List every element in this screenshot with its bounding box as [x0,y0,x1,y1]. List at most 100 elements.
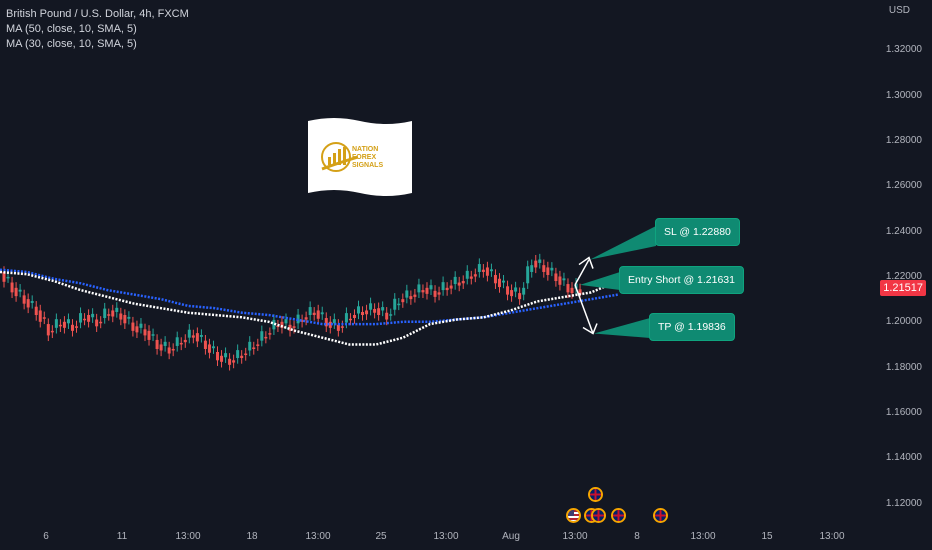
candle-body [211,346,215,349]
candle-body [216,352,220,361]
candle-body [562,278,566,281]
candle-body [409,296,413,300]
logo-text-3: SIGNALS [352,162,383,169]
candle-body [224,353,228,358]
candle-body [365,310,369,315]
us-flag-icon-glyph [568,510,579,521]
ma50-legend[interactable]: MA (50, close, 10, SMA, 5) [6,23,137,35]
gb-flag-icon-glyph [593,510,604,521]
gb-flag-icon[interactable] [611,508,626,523]
candle-body [348,318,352,321]
tp-callout-tail [594,318,650,338]
price-axis[interactable]: USD 1.32000 1.30000 1.28000 1.26000 1.24… [876,0,932,550]
candle-body [300,320,304,322]
candle-body [58,324,62,327]
candle-body [304,317,308,320]
candle-body [240,355,244,359]
candle-body [10,282,14,293]
candle-body [344,313,348,323]
time-tick: 13:00 [433,531,459,542]
time-tick: 13:00 [819,531,845,542]
candle-body [171,348,175,351]
candle-body [264,336,268,339]
candle-body [151,334,155,336]
gb-flag-icon-glyph [613,510,624,521]
time-tick: 13:00 [562,531,588,542]
candle-body [260,331,264,341]
candle-body [502,280,506,283]
candle-body [417,284,421,293]
candle-body [119,313,123,320]
candle-body [167,347,171,354]
candle-body [99,321,103,324]
candle-body [107,314,111,316]
tp-callout[interactable]: TP @ 1.19836 [649,313,735,341]
candle-body [79,313,83,323]
candle-body [530,265,534,272]
sl-callout-tail [590,226,656,260]
gb-flag-icon[interactable] [591,508,606,523]
candle-body [473,274,477,277]
candle-body [510,290,514,297]
candle-body [6,276,10,279]
candle-body [542,265,546,272]
candle-body [566,284,570,293]
logo-text-2: FOREX [352,154,376,161]
price-tick: 1.14000 [885,452,922,463]
candle-body [103,308,107,319]
tp-arrow-head [582,323,598,335]
gb-flag-icon[interactable] [653,508,668,523]
candle-body [522,287,526,295]
candle-body [50,330,54,333]
candle-body [155,339,159,349]
candle-body [207,344,211,353]
candle-body [143,329,147,336]
candle-body [316,310,320,319]
candle-body [489,269,493,272]
candle-body [518,293,522,300]
price-tick: 1.16000 [885,407,922,418]
ma30-line [0,268,619,326]
candle-body [220,355,224,362]
candle-body [356,306,360,314]
candle-body [578,289,582,295]
symbol-title[interactable]: British Pound / U.S. Dollar, 4h, FXCM [6,8,189,20]
candle-body [30,301,34,303]
candle-body [421,290,425,293]
price-tick: 1.24000 [885,226,922,237]
candle-body [457,282,461,286]
candle-body [469,276,473,279]
candle-body [312,312,316,316]
candle-body [425,287,429,294]
candle-body [280,321,284,328]
gb-flag-icon[interactable] [588,487,603,502]
candle-body [506,286,510,295]
last-price-badge: 1.21517 [880,280,926,296]
candle-body [437,292,441,295]
candle-body [389,314,393,316]
time-tick: 25 [375,531,387,542]
candle-body [131,322,135,331]
ma30-legend[interactable]: MA (30, close, 10, SMA, 5) [6,38,137,50]
us-flag-icon[interactable] [566,508,581,523]
price-tick: 1.30000 [885,90,922,101]
candle-body [413,294,417,297]
entry-callout[interactable]: Entry Short @ 1.21631 [619,266,744,294]
time-tick: 8 [634,531,640,542]
candle-body [191,335,195,338]
candle-body [373,308,377,313]
sl-callout[interactable]: SL @ 1.22880 [655,218,740,246]
sl-arrow-head [578,256,594,269]
candle-body [461,281,465,284]
candle-body [292,326,296,328]
time-tick: 15 [761,531,773,542]
candle-body [538,259,542,263]
candle-body [381,307,385,311]
candle-body [477,264,481,272]
candle-body [332,319,336,324]
candle-body [284,319,288,324]
candle-body [308,307,312,316]
us-canton [568,510,574,516]
candle-body [175,337,179,346]
